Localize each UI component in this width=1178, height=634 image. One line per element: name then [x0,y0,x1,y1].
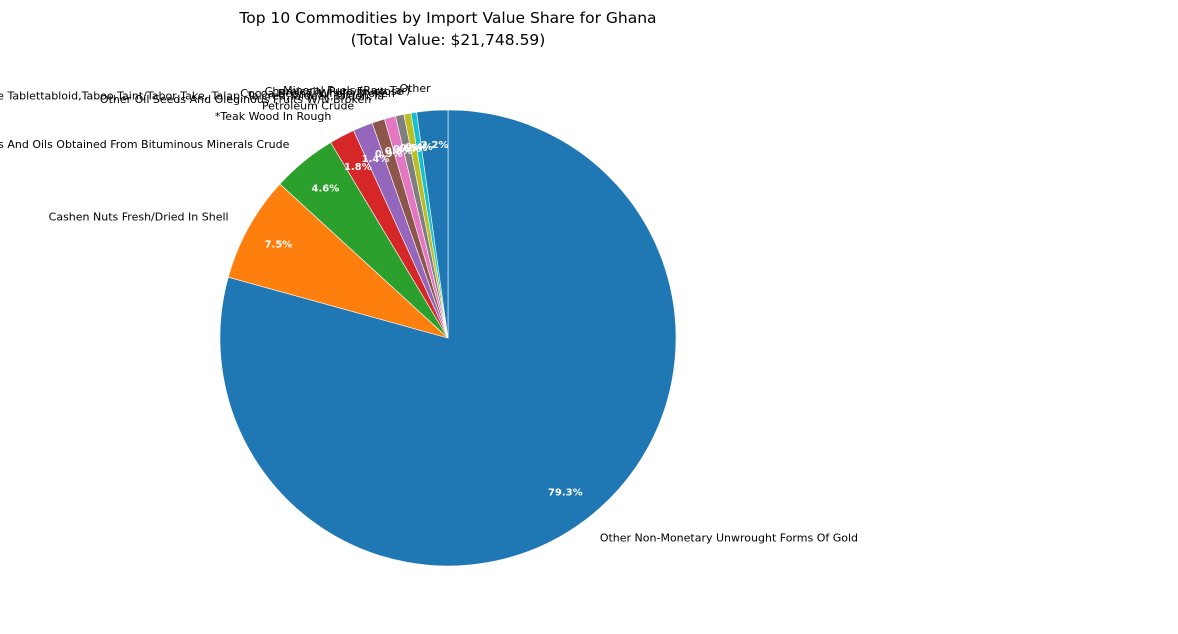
pie-percent-labels: 79.3% 7.5% 4.6% 1.8%1.4%0.9%0.8%0.6%0.5%0.4… [265,140,583,499]
pie-percent-label: 2.2% [421,140,449,151]
pie-slice-label: Products Not Covered By Itch Code Tablet… [0,89,384,102]
pie-percent-label: 0.4% [405,142,433,153]
pie-slice-label: Other [399,82,431,95]
pie-slice-label: Mineral Fuels (Raw Tar) [283,84,410,97]
pie-slice-label: Chemically Pure Fructose [265,85,404,98]
pie-percent-label: 1.8% [344,162,372,173]
pie-percent-label: 0.9% [375,149,403,160]
pie-slice-label: Petroleum Crude [262,99,354,112]
chart-title: Top 10 Commodities by Import Value Share… [238,9,656,27]
chart-subtitle: (Total Value: $21,748.59) [351,31,546,49]
pie-percent-label: 0.6% [393,144,421,155]
pie-percent-label: 1.4% [362,154,390,165]
pie-slice-labels: Other Non-Monetary Unwrought Forms Of Go… [0,82,858,545]
pie-slice-label: Other Non-Monetary Unwrought Forms Of Go… [600,532,858,545]
pie-slice-label: Other Oil Seeds And Oleginous Fruits W/N… [100,93,371,106]
pie-percent-label: 7.5% [265,240,293,251]
pie-percent-label: 0.5% [400,143,428,154]
pie-percent-label: 0.8% [385,146,413,157]
pie-slice-label: Cashen Nuts Fresh/Dried In Shell [49,210,229,223]
pie-percent-label: 79.3% [548,488,583,499]
pie-wedges [219,109,677,567]
pie-slice [219,109,677,567]
pie-slice-label: Cocoa Beans, Whole/Broken [240,87,395,100]
pie-slice [227,183,449,339]
pie-slice-label: Petroleum Oils And Oils Obtained From Bi… [0,138,290,151]
pie-slice [416,109,449,339]
pie-percent-label: 4.6% [312,183,340,194]
pie-slice-label: *Teak Wood In Rough [215,110,331,123]
